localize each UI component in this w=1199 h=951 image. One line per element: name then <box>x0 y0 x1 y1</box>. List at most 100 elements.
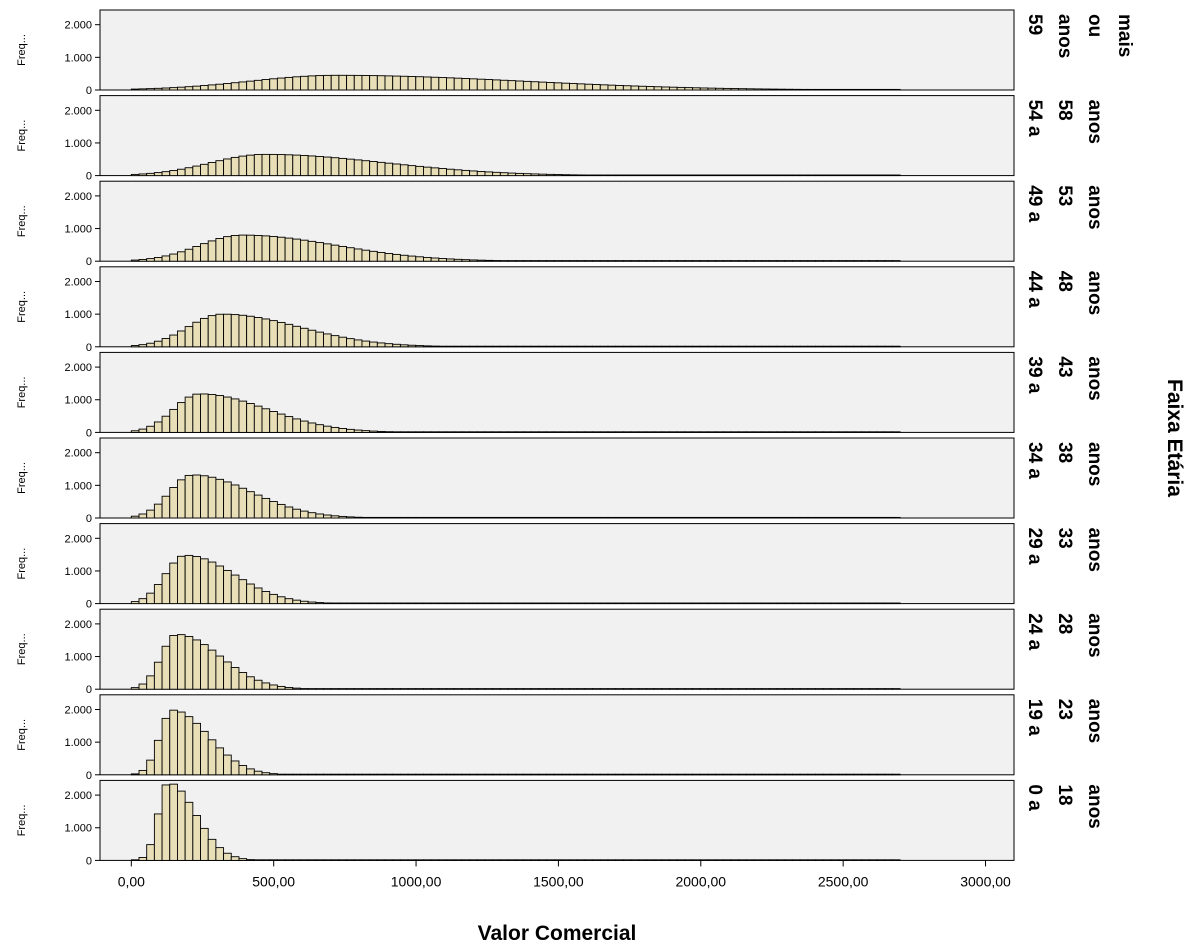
histogram-bar <box>338 428 348 433</box>
histogram-bar <box>615 174 624 177</box>
histogram-bar <box>176 634 186 690</box>
histogram-bar <box>492 516 501 519</box>
histogram-bar <box>276 773 286 776</box>
histogram-bar <box>176 479 186 519</box>
y-tick-label: 1.000 <box>64 823 92 835</box>
histogram-bar <box>776 88 786 91</box>
histogram-bar <box>715 87 724 91</box>
histogram-bar <box>891 688 901 690</box>
histogram-bar <box>353 339 363 348</box>
histogram-bar <box>753 688 763 690</box>
facet-label: 24 a <box>1024 613 1045 650</box>
histogram-bar <box>438 859 447 861</box>
histogram-bar <box>415 345 424 348</box>
histogram-bar <box>822 174 832 177</box>
y-axis-label: Freq... <box>16 34 28 66</box>
histogram-bar <box>307 329 317 348</box>
histogram-bar <box>238 672 248 690</box>
histogram-bar <box>830 602 840 605</box>
facet-label: 0 a <box>1024 784 1045 811</box>
histogram-bar <box>753 516 763 519</box>
histogram-bar <box>784 260 793 262</box>
histogram-bar <box>292 154 301 177</box>
histogram-bar <box>515 516 524 519</box>
histogram-bar <box>330 426 340 433</box>
histogram-bar <box>669 602 678 605</box>
histogram-bar <box>223 569 232 605</box>
histogram-bar <box>561 602 570 605</box>
histogram-bar <box>615 516 624 519</box>
panel-background <box>99 694 1015 776</box>
histogram-bar <box>638 516 647 519</box>
histogram-bar <box>607 174 617 177</box>
histogram-bar <box>376 688 386 690</box>
histogram-bar <box>192 639 201 690</box>
histogram-bar <box>622 174 632 177</box>
histogram-bar <box>722 602 732 605</box>
histogram-bar <box>576 431 586 433</box>
histogram-bar <box>384 688 394 690</box>
histogram-bar <box>138 513 148 519</box>
histogram-bar <box>276 596 286 605</box>
histogram-bar <box>138 856 148 861</box>
y-tick-label: 2.000 <box>64 105 92 117</box>
histogram-bar <box>784 859 793 861</box>
histogram-bar <box>822 516 832 519</box>
histogram-bar <box>853 88 863 91</box>
histogram-bar <box>638 345 647 348</box>
histogram-bar <box>269 236 278 262</box>
histogram-bar <box>838 773 847 776</box>
histogram-bar <box>569 83 578 91</box>
histogram-bar <box>399 75 409 91</box>
histogram-bar <box>538 859 547 861</box>
histogram-bar <box>576 83 586 91</box>
histogram-bar <box>230 760 240 776</box>
histogram-bar <box>622 431 632 433</box>
histogram-bar <box>761 859 770 861</box>
histogram-bar <box>815 773 824 776</box>
histogram-bar <box>361 859 371 861</box>
y-axis-label: Freq... <box>16 633 28 665</box>
histogram-bar <box>645 174 655 177</box>
histogram-bar <box>399 164 409 177</box>
histogram-bar <box>576 773 586 776</box>
histogram-bar <box>561 431 570 433</box>
histogram-bar <box>138 173 148 177</box>
histogram-bar <box>307 75 317 91</box>
histogram-bar <box>507 80 517 91</box>
histogram-bar <box>515 345 524 348</box>
histogram-bar <box>300 510 309 519</box>
histogram-bar <box>284 598 294 605</box>
histogram-bar <box>238 858 248 861</box>
histogram-bar <box>753 174 763 177</box>
histogram-bar <box>515 172 524 177</box>
histogram-bar <box>599 602 609 605</box>
histogram-bar <box>130 88 140 91</box>
histogram-bar <box>453 77 463 91</box>
histogram-bar <box>215 313 225 348</box>
y-tick-label: 1.000 <box>64 566 92 578</box>
histogram-bar <box>399 688 409 690</box>
histogram-bar <box>630 85 640 91</box>
histogram-bar <box>284 154 294 177</box>
histogram-bar <box>822 431 832 433</box>
histogram-bar <box>369 75 378 91</box>
histogram-bar <box>207 561 217 605</box>
histogram-bar <box>238 155 248 177</box>
histogram-bar <box>876 773 886 776</box>
histogram-bar <box>730 859 740 861</box>
histogram-bar <box>546 82 555 91</box>
histogram-bar <box>807 174 816 177</box>
histogram-bar <box>430 257 440 262</box>
histogram-bar <box>146 675 155 690</box>
histogram-bar <box>330 773 340 776</box>
histogram-bar <box>438 258 447 262</box>
histogram-bar <box>446 516 455 519</box>
histogram-bar <box>253 317 263 348</box>
histogram-bar <box>284 76 294 91</box>
histogram-bar <box>822 773 832 776</box>
histogram-bar <box>415 76 424 91</box>
histogram-bar <box>215 655 225 690</box>
facet-label: 39 a <box>1024 356 1045 393</box>
histogram-bar <box>284 416 294 433</box>
